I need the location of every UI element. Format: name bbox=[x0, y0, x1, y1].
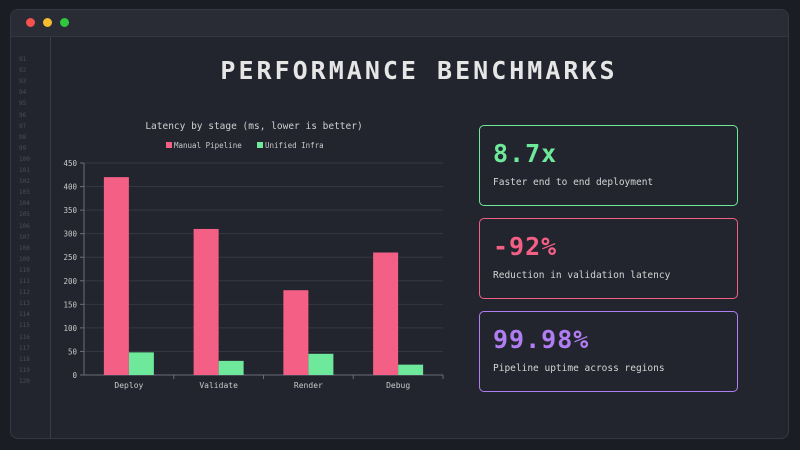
y-tick-label: 450 bbox=[63, 159, 77, 168]
line-number: 116 bbox=[19, 333, 30, 341]
line-number: 118 bbox=[19, 355, 30, 363]
bar-1-3 bbox=[398, 364, 424, 375]
y-tick-label: 0 bbox=[72, 371, 77, 380]
bar-1-0 bbox=[128, 352, 154, 375]
chart-title: Latency by stage (ms, lower is better) bbox=[145, 121, 362, 132]
line-number: 114 bbox=[19, 311, 30, 319]
page-title: PERFORMANCE BENCHMARKS bbox=[220, 56, 618, 85]
bar-1-1 bbox=[218, 360, 244, 375]
line-number: 120 bbox=[19, 377, 30, 385]
bar-0-0 bbox=[103, 177, 129, 375]
line-number: 111 bbox=[19, 278, 30, 285]
line-number: 113 bbox=[19, 300, 30, 308]
line-number: 105 bbox=[19, 211, 30, 219]
line-number: 109 bbox=[19, 255, 30, 263]
line-number: 104 bbox=[19, 200, 30, 208]
line-number: 112 bbox=[19, 289, 30, 297]
bar-1-2 bbox=[308, 353, 334, 375]
line-number: 94 bbox=[19, 89, 27, 97]
stat-value: -92% bbox=[493, 232, 558, 261]
stat-label: Reduction in validation latency bbox=[493, 270, 671, 281]
line-number: 115 bbox=[19, 322, 30, 330]
line-number: 106 bbox=[19, 222, 30, 230]
stat-card-deployment: 8.7x Faster end to end deployment bbox=[479, 125, 738, 206]
line-number: 103 bbox=[19, 189, 30, 197]
stat-value: 99.98% bbox=[493, 325, 590, 354]
line-number: 95 bbox=[19, 100, 27, 108]
x-tick-label: Validate bbox=[199, 381, 238, 390]
y-tick-label: 50 bbox=[68, 347, 78, 356]
minimize-window-button[interactable] bbox=[43, 18, 52, 27]
y-tick-label: 300 bbox=[63, 230, 77, 239]
line-number: 108 bbox=[19, 244, 30, 252]
stat-label: Faster end to end deployment bbox=[493, 177, 654, 188]
line-number: 91 bbox=[19, 56, 27, 63]
stat-value: 8.7x bbox=[493, 139, 558, 168]
line-number: 98 bbox=[19, 133, 27, 141]
y-tick-label: 400 bbox=[63, 183, 77, 192]
line-number: 96 bbox=[19, 111, 27, 119]
legend-swatch-1 bbox=[257, 142, 263, 148]
x-tick-label: Debug bbox=[386, 381, 410, 390]
bar-0-3 bbox=[373, 252, 399, 375]
line-number: 92 bbox=[19, 67, 27, 75]
line-number-gutter: 91 92 93 94 95 96 97 98 99 100 101 102 103 104 105 106 1… bbox=[11, 37, 51, 438]
line-number: 102 bbox=[19, 178, 30, 186]
legend-swatch-0 bbox=[166, 142, 172, 148]
line-number: 99 bbox=[19, 144, 27, 152]
y-tick-label: 200 bbox=[63, 277, 77, 286]
line-number: 110 bbox=[19, 266, 30, 274]
legend-label-0: Manual Pipeline bbox=[174, 141, 242, 150]
line-number: 117 bbox=[19, 344, 30, 352]
y-tick-label: 350 bbox=[63, 206, 77, 215]
y-tick-label: 250 bbox=[63, 253, 77, 262]
y-tick-label: 150 bbox=[63, 300, 77, 309]
x-tick-label: Deploy bbox=[114, 381, 143, 390]
stat-label: Pipeline uptime across regions bbox=[493, 363, 665, 374]
y-tick-label: 100 bbox=[63, 324, 77, 333]
line-number: 93 bbox=[19, 78, 27, 86]
line-number: 101 bbox=[19, 167, 30, 174]
stat-card-validation: -92% Reduction in validation latency bbox=[479, 218, 738, 299]
close-window-button[interactable] bbox=[26, 18, 35, 27]
line-number: 107 bbox=[19, 233, 30, 241]
legend-label-1: Unified Infra bbox=[265, 141, 324, 150]
line-number: 119 bbox=[19, 366, 30, 374]
maximize-window-button[interactable] bbox=[60, 18, 69, 27]
line-number: 97 bbox=[19, 122, 27, 130]
bar-0-1 bbox=[193, 228, 219, 375]
title-bar bbox=[11, 10, 788, 37]
stat-card-uptime: 99.98% Pipeline uptime across regions bbox=[479, 311, 738, 392]
bar-0-2 bbox=[283, 290, 309, 375]
line-number: 100 bbox=[19, 155, 30, 163]
x-tick-label: Render bbox=[294, 381, 323, 390]
